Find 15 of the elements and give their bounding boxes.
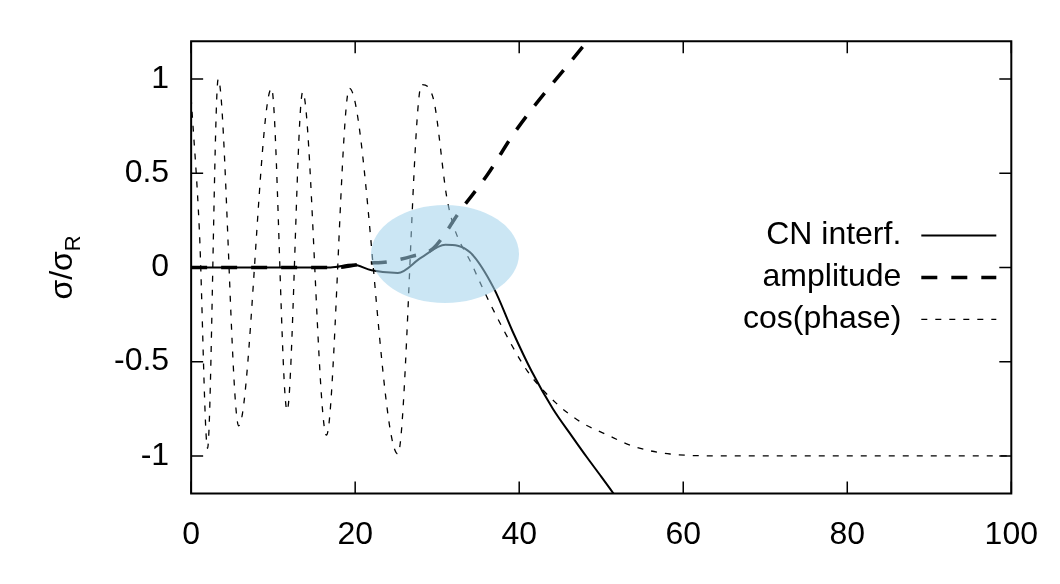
legend-label: amplitude (762, 257, 902, 294)
x-tick-label: 0 (182, 514, 201, 551)
legend-label: cos(phase) (743, 299, 902, 336)
x-tick-label: 40 (501, 514, 537, 551)
x-tick-label: 20 (337, 514, 373, 551)
y-tick-label: 1 (151, 58, 170, 95)
legend-label: CN interf. (766, 215, 902, 252)
y-tick-label: -0.5 (114, 341, 170, 378)
y-tick-label: 0.5 (124, 152, 170, 189)
x-tick-label: 80 (829, 514, 866, 551)
x-tick-label: 60 (665, 514, 702, 551)
x-tick-label: 100 (984, 514, 1038, 551)
y-tick-label: 0 (151, 247, 170, 284)
y-axis-title: σ/σR (43, 235, 85, 300)
y-tick-label: -1 (140, 435, 170, 472)
